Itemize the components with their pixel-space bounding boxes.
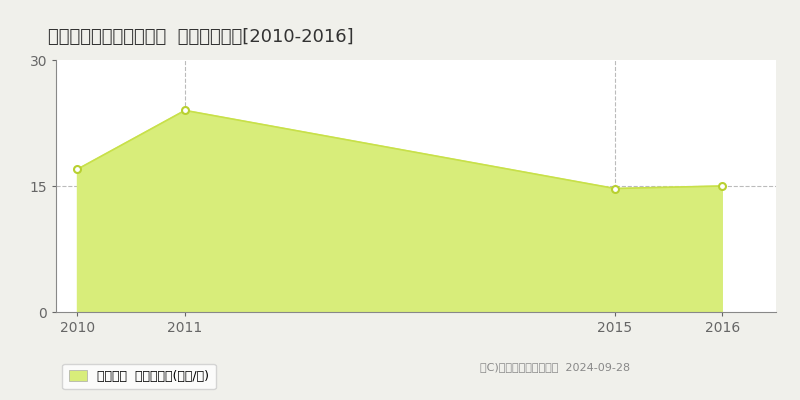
Polygon shape (78, 110, 722, 312)
Text: （C)土地価格ドットコム  2024-09-28: （C)土地価格ドットコム 2024-09-28 (480, 362, 630, 372)
Legend: 土地価格  平均坪単価(万円/坪): 土地価格 平均坪単価(万円/坪) (62, 364, 215, 389)
Text: 北九州市小倉北区常盤町  土地価格推移[2010-2016]: 北九州市小倉北区常盤町 土地価格推移[2010-2016] (48, 28, 354, 46)
